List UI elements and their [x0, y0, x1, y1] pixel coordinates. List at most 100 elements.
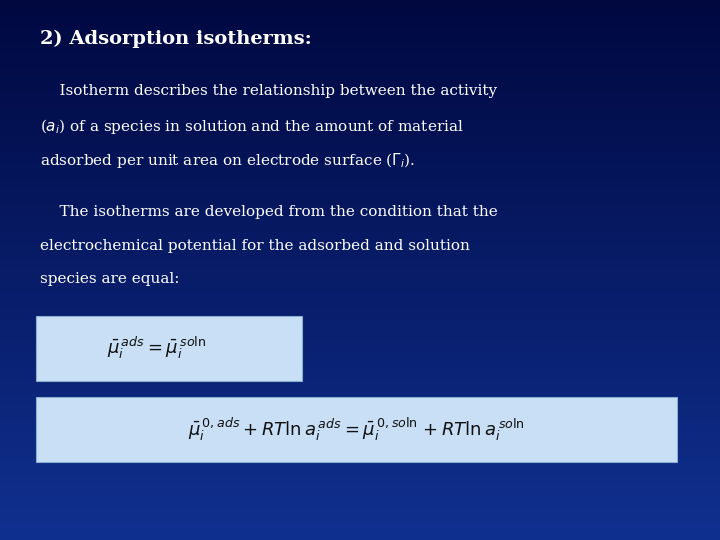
Bar: [0, 178, 720, 184]
Bar: [0, 189, 720, 194]
Bar: [0, 421, 720, 427]
Text: 2) Adsorption isotherms:: 2) Adsorption isotherms:: [40, 30, 311, 48]
Bar: [0, 157, 720, 162]
Bar: [0, 232, 720, 238]
Bar: [0, 135, 720, 140]
Bar: [0, 173, 720, 178]
Bar: [0, 22, 720, 27]
Bar: [0, 464, 720, 470]
Bar: [0, 308, 720, 313]
Bar: [0, 454, 720, 459]
Bar: [0, 497, 720, 502]
Bar: [0, 216, 720, 221]
Bar: [0, 248, 720, 254]
Bar: [0, 454, 720, 459]
Bar: [0, 65, 720, 70]
Bar: [0, 259, 720, 265]
Bar: [0, 400, 720, 405]
Bar: [0, 92, 720, 97]
Bar: [0, 437, 720, 443]
Bar: [0, 319, 720, 324]
Bar: [0, 11, 720, 16]
Bar: [0, 367, 720, 373]
Bar: [0, 162, 720, 167]
Bar: [0, 427, 720, 432]
Bar: [0, 297, 720, 302]
Bar: [0, 189, 720, 194]
Bar: [0, 513, 720, 518]
Bar: [0, 232, 720, 238]
Bar: [0, 259, 720, 265]
Bar: [0, 394, 720, 400]
Bar: [0, 157, 720, 162]
Bar: [0, 86, 720, 92]
Bar: [0, 378, 720, 383]
Bar: [0, 410, 720, 416]
Bar: [0, 356, 720, 362]
Bar: [0, 43, 720, 49]
Bar: [0, 389, 720, 394]
Bar: [0, 194, 720, 200]
Bar: [0, 362, 720, 367]
Bar: [0, 313, 720, 319]
Bar: [0, 529, 720, 535]
Bar: [0, 518, 720, 524]
Bar: [0, 421, 720, 427]
Bar: [0, 427, 720, 432]
Bar: [0, 356, 720, 362]
Bar: [0, 502, 720, 508]
Bar: [0, 113, 720, 119]
Bar: [0, 351, 720, 356]
Bar: [0, 297, 720, 302]
Bar: [0, 205, 720, 211]
Bar: [0, 140, 720, 146]
Bar: [0, 410, 720, 416]
Bar: [0, 97, 720, 103]
Bar: [0, 0, 720, 5]
Bar: [0, 5, 720, 11]
Bar: [0, 65, 720, 70]
Text: The isotherms are developed from the condition that the: The isotherms are developed from the con…: [40, 205, 498, 219]
Bar: [0, 59, 720, 65]
Bar: [0, 92, 720, 97]
Bar: [0, 146, 720, 151]
Bar: [0, 486, 720, 491]
Bar: [0, 200, 720, 205]
Bar: [0, 76, 720, 81]
Bar: [0, 405, 720, 410]
Bar: [0, 351, 720, 356]
Bar: [0, 319, 720, 324]
Bar: [0, 211, 720, 216]
Bar: [0, 513, 720, 518]
Bar: [0, 5, 720, 11]
Bar: [0, 103, 720, 108]
Bar: [0, 524, 720, 529]
FancyBboxPatch shape: [36, 397, 677, 462]
Text: Isotherm describes the relationship between the activity: Isotherm describes the relationship betw…: [40, 84, 497, 98]
Bar: [0, 459, 720, 464]
Bar: [0, 313, 720, 319]
Bar: [0, 151, 720, 157]
Bar: [0, 265, 720, 270]
Bar: [0, 151, 720, 157]
Bar: [0, 81, 720, 86]
Bar: [0, 211, 720, 216]
Bar: [0, 16, 720, 22]
Bar: [0, 32, 720, 38]
Bar: [0, 346, 720, 351]
Bar: [0, 475, 720, 481]
Bar: [0, 329, 720, 335]
Bar: [0, 70, 720, 76]
Bar: [0, 346, 720, 351]
Bar: [0, 49, 720, 54]
FancyBboxPatch shape: [36, 316, 302, 381]
Bar: [0, 383, 720, 389]
Bar: [0, 491, 720, 497]
Bar: [0, 448, 720, 454]
Bar: [0, 27, 720, 32]
Text: $\bar{\mu}_i^{\,0,ads} + RT\ln a_i^{\,ads} = \bar{\mu}_i^{\,0,so\ln} + RT\ln a_i: $\bar{\mu}_i^{\,0,ads} + RT\ln a_i^{\,ad…: [188, 415, 525, 443]
Bar: [0, 265, 720, 270]
Bar: [0, 184, 720, 189]
Bar: [0, 113, 720, 119]
Bar: [0, 238, 720, 243]
